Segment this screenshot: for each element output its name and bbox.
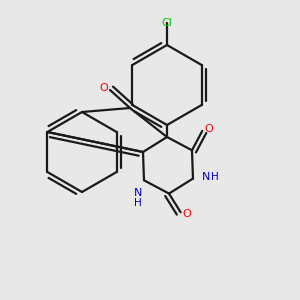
Text: N: N	[202, 172, 210, 182]
Text: Cl: Cl	[162, 18, 172, 28]
Text: H: H	[134, 198, 142, 208]
Text: O: O	[204, 124, 213, 134]
Text: O: O	[182, 209, 191, 219]
Text: H: H	[211, 172, 219, 182]
Text: O: O	[100, 83, 108, 93]
Text: N: N	[134, 188, 142, 198]
